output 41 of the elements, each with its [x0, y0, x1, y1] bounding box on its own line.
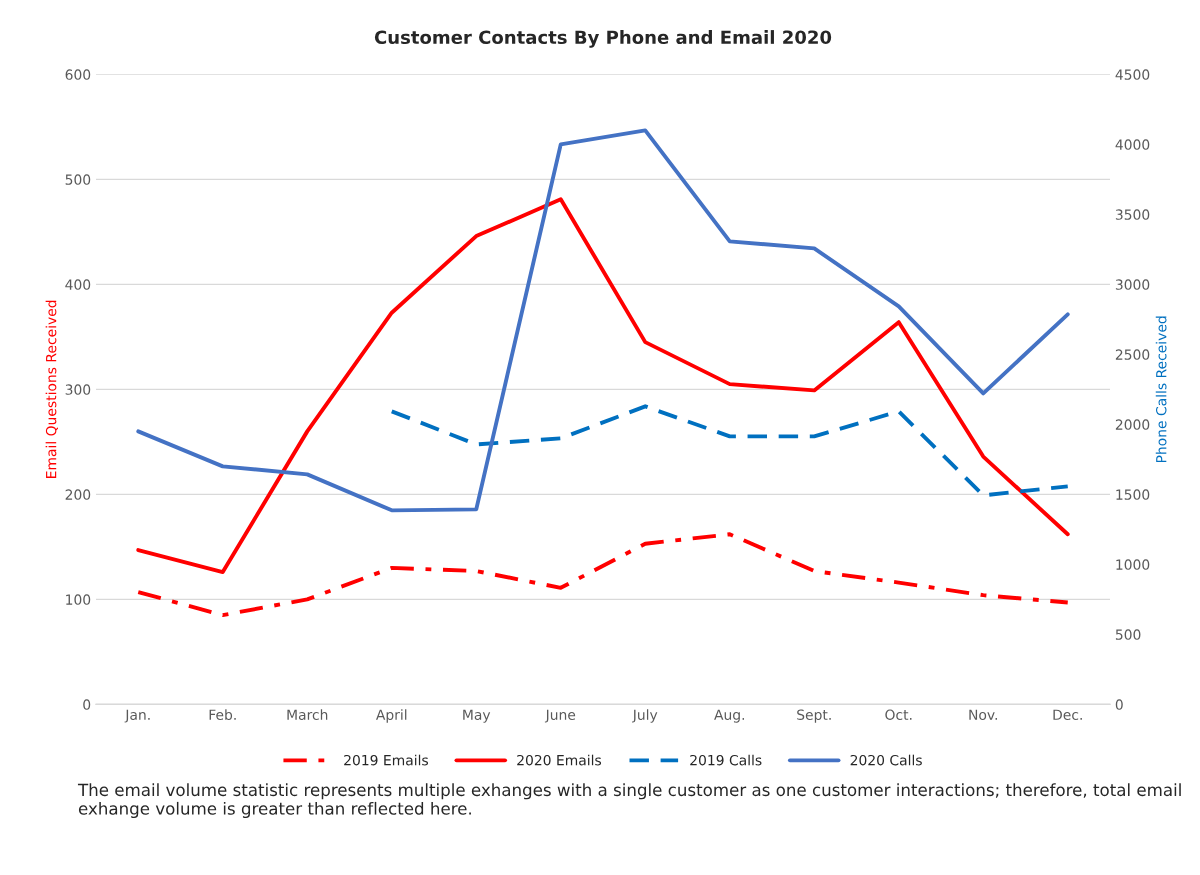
chart-title: Customer Contacts By Phone and Email 2020 — [374, 30, 832, 48]
y-tick-label: 500 — [65, 174, 91, 185]
y2-tick-label: 2000 — [1115, 419, 1150, 430]
x-tick-label: June — [544, 709, 576, 723]
x-tick-label: Jan. — [124, 709, 150, 723]
x-tick-label: Dec. — [1053, 709, 1082, 720]
y2-tick-label: 3500 — [1115, 209, 1150, 220]
y-tick-label: 200 — [65, 489, 91, 500]
y2-tick-label: 1000 — [1116, 559, 1150, 570]
legend-label: 2020 Calls — [850, 754, 922, 766]
y2-tick-label: 2500 — [1115, 349, 1150, 360]
x-tick-label: Feb. — [209, 709, 236, 720]
y2-tick-label: 4500 — [1115, 69, 1150, 80]
line-series — [136, 197, 1070, 575]
x-tick-label: March — [287, 709, 328, 720]
y-axis-title: Email Questions Received — [45, 300, 58, 478]
y2-tick-label: 4000 — [1115, 139, 1150, 150]
y-tick-label: 400 — [65, 279, 91, 290]
y2-tick-label: 500 — [1115, 629, 1141, 640]
y2-axis-title: Phone Calls Received — [1155, 316, 1167, 463]
x-tick-label: May — [463, 709, 491, 723]
line-series — [389, 404, 1070, 498]
y-tick-label: 0 — [83, 699, 91, 710]
line-series — [136, 128, 1070, 513]
x-tick-label: April — [375, 709, 407, 723]
x-tick-label: Oct. — [885, 709, 912, 720]
y2-tick-label: 0 — [1115, 699, 1123, 710]
text: The email volume statistic represents multiple exhanges with a single customer as one customer interactions; therefore, total email exhange volume is greater than reflected here. — [77, 783, 1181, 819]
y2-tick-label: 3000 — [1115, 279, 1150, 290]
x-tick-label: Nov. — [969, 709, 997, 720]
x-tick-label: Sept. — [797, 709, 831, 723]
y2-tick-label: 1500 — [1116, 489, 1150, 500]
legend-label: 2019 Emails — [344, 754, 429, 766]
y-tick-label: 100 — [66, 594, 91, 605]
legend-label: 2020 Emails — [517, 754, 602, 766]
legend-label: 2019 Calls — [690, 754, 762, 766]
y-tick-label: 300 — [65, 384, 91, 395]
line-series — [136, 532, 1070, 618]
x-tick-label: Aug. — [714, 709, 745, 723]
y-tick-label: 600 — [65, 69, 91, 80]
x-tick-label: July — [632, 709, 658, 723]
